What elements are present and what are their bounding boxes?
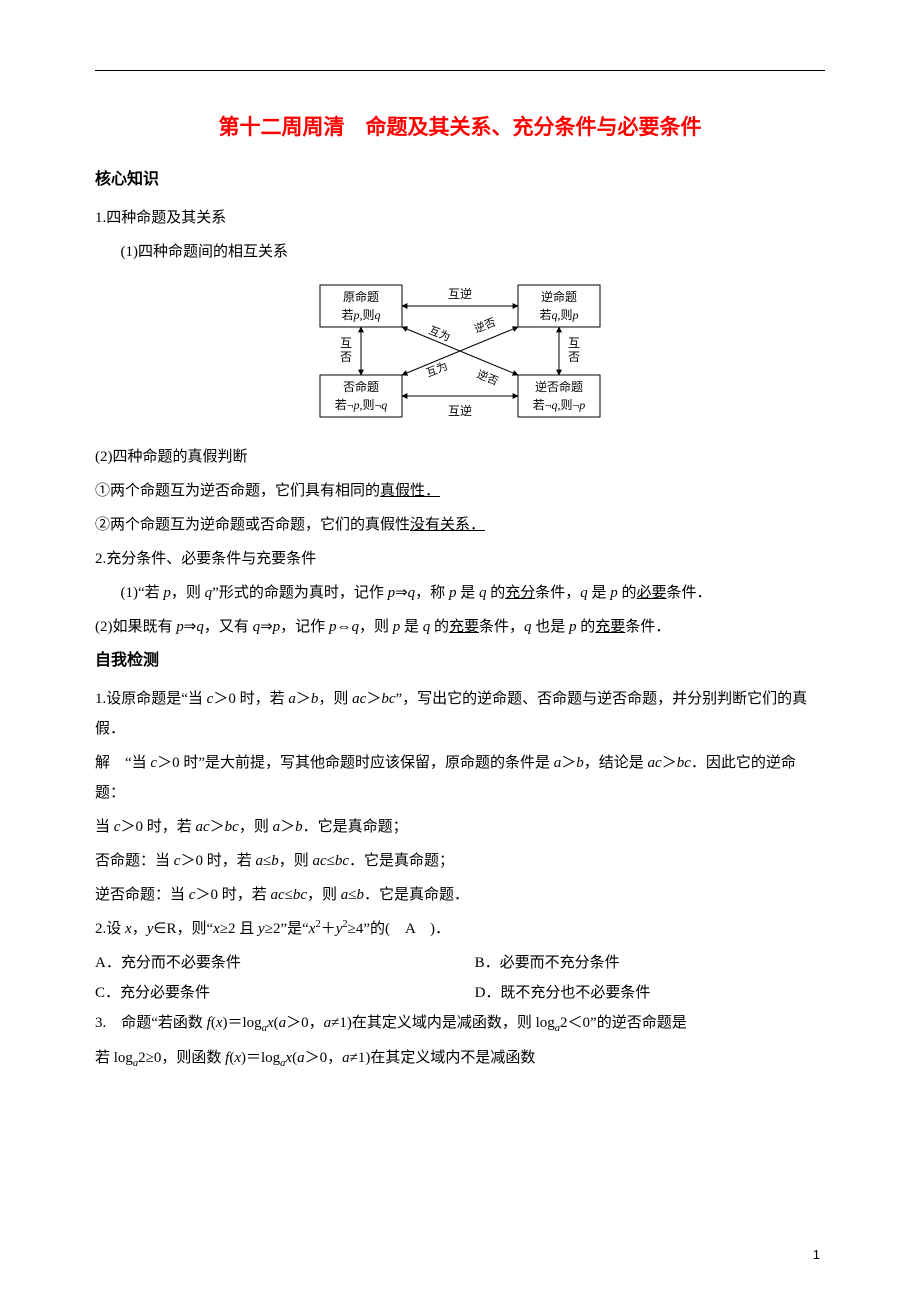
q2-opt-b: B．必要而不充分条件 <box>475 948 825 978</box>
top-rule <box>95 70 825 71</box>
core-item1-sub1: (1)四种命题间的相互关系 <box>95 237 825 267</box>
edge-diag-lr-1: 逆否 <box>475 367 501 388</box>
page-number: 1 <box>813 1247 820 1262</box>
diagram-svg: 原命题 若p,则q 逆命题 若q,则p 否命题 若¬p,则¬q 逆否命题 若¬q… <box>310 275 610 425</box>
edge-top-label: 互逆 <box>448 286 472 301</box>
edge-diag-ur-1: 逆否 <box>472 315 498 336</box>
page: 第十二周周清 命题及其关系、充分条件与必要条件 核心知识 1.四种命题及其关系 … <box>0 0 920 1302</box>
core-item1-sub2b: ②两个命题互为逆命题或否命题，它们的真假性没有关系． <box>95 510 825 540</box>
q1-sol-1: 解 “当 c＞0 时”是大前提，写其他命题时应该保留，原命题的条件是 a＞b，结… <box>95 748 825 808</box>
core-item2-sub2: (2)如果既有 p⇒q，又有 q⇒p，记作 p⇔q，则 p 是 q 的充要条件，… <box>95 612 825 642</box>
edge-left-label-2: 否 <box>340 350 352 364</box>
self-test-heading: 自我检测 <box>95 646 825 670</box>
q3-answer: 若 loga2≥0，则函数 f(x)＝logax(a＞0，a≠1)在其定义域内不… <box>95 1043 825 1074</box>
q1-sol-3: 否命题：当 c＞0 时，若 a≤b，则 ac≤bc．它是真命题； <box>95 846 825 876</box>
edge-right-label-1: 互 <box>568 336 580 350</box>
underline-text: 没有关系． <box>410 517 485 533</box>
core-item1-sub2: (2)四种命题的真假判断 <box>95 442 825 472</box>
core-item2-sub1: (1)“若 p，则 q”形式的命题为真时，记作 p⇒q，称 p 是 q 的充分条… <box>95 578 825 608</box>
four-propositions-diagram: 原命题 若p,则q 逆命题 若q,则p 否命题 若¬p,则¬q 逆否命题 若¬q… <box>95 275 825 430</box>
edge-left-label-1: 互 <box>340 336 352 350</box>
node-bl-l1: 否命题 <box>343 379 379 394</box>
q2: 2.设 x，y∈R，则“x≥2 且 y≥2”是“x2＋y2≥4”的( A )． <box>95 914 825 944</box>
q1-sol-4: 逆否命题：当 c＞0 时，若 ac≤bc，则 a≤b．它是真命题． <box>95 880 825 910</box>
q1: 1.设原命题是“当 c＞0 时，若 a＞b，则 ac＞bc”，写出它的逆命题、否… <box>95 684 825 744</box>
node-tr-l1: 逆命题 <box>541 289 577 304</box>
edge-diag-ul-1: 互为 <box>427 324 452 344</box>
q2-options: A．充分而不必要条件 B．必要而不充分条件 C．充分必要条件 D．既不充分也不必… <box>95 948 825 1008</box>
q2-opt-a: A．充分而不必要条件 <box>95 948 475 978</box>
q2-opt-d: D．既不充分也不必要条件 <box>475 978 825 1008</box>
q1-sol-2: 当 c＞0 时，若 ac＞bc，则 a＞b．它是真命题； <box>95 812 825 842</box>
q2-opt-c: C．充分必要条件 <box>95 978 475 1008</box>
q3: 3. 命题“若函数 f(x)＝logax(a＞0，a≠1)在其定义域内是减函数，… <box>95 1008 825 1039</box>
edge-bottom-label: 互逆 <box>448 403 472 418</box>
node-tr-l2: 若q,则p <box>539 308 578 322</box>
underline-text: 真假性． <box>380 483 440 499</box>
core-item2: 2.充分条件、必要条件与充要条件 <box>95 544 825 574</box>
node-tl-l1: 原命题 <box>343 289 379 304</box>
node-br-l2: 若¬q,则¬p <box>533 398 586 412</box>
node-bl-l2: 若¬p,则¬q <box>335 398 388 412</box>
node-br-l1: 逆否命题 <box>535 379 583 394</box>
core-knowledge-heading: 核心知识 <box>95 165 825 189</box>
text: ①两个命题互为逆否命题，它们具有相同的 <box>95 483 380 499</box>
text: ②两个命题互为逆命题或否命题，它们的真假性 <box>95 517 410 533</box>
core-item1: 1.四种命题及其关系 <box>95 203 825 233</box>
edge-right-label-2: 否 <box>568 350 580 364</box>
edge-diag-ll-1: 互为 <box>424 359 449 379</box>
page-title: 第十二周周清 命题及其关系、充分条件与必要条件 <box>95 111 825 141</box>
core-item1-sub2a: ①两个命题互为逆否命题，它们具有相同的真假性． <box>95 476 825 506</box>
node-tl-l2: 若p,则q <box>341 308 380 322</box>
